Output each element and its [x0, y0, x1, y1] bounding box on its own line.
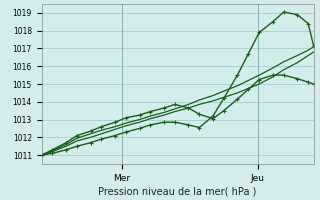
X-axis label: Pression niveau de la mer( hPa ): Pression niveau de la mer( hPa )	[99, 187, 257, 197]
